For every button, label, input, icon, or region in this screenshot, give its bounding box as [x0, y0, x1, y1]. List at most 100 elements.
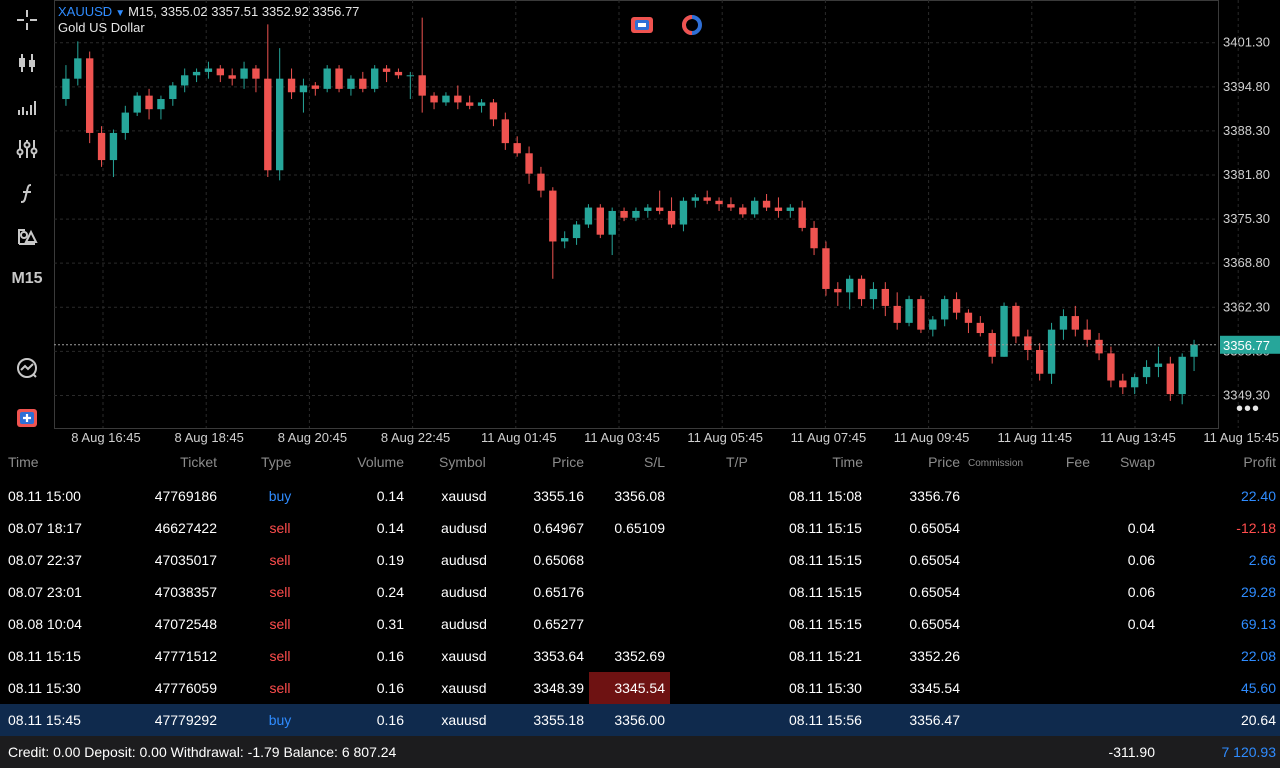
cell-ticket: 47035017 — [154, 552, 217, 568]
crosshair-icon[interactable] — [7, 4, 47, 36]
ohlc-readout: M15, 3355.02 3357.51 3352.92 3356.77 — [128, 4, 360, 19]
cell-symbol: xauusd — [441, 488, 487, 504]
candle-body — [264, 78, 272, 171]
candle-body — [454, 95, 462, 103]
table-row[interactable]: 08.11 15:45 47779292 buy 0.16 xauusd 3355.18 3… — [0, 704, 1280, 736]
table-row[interactable]: 08.07 18:17 46627422 sell 0.14 audusd 0.64967… — [0, 512, 1280, 544]
cell-ticket: 47776059 — [154, 680, 217, 696]
cell-price: 0.65277 — [533, 616, 584, 632]
cell-type: sell — [269, 616, 291, 632]
header-type: Type — [261, 454, 292, 470]
header-symbol: Symbol — [439, 454, 486, 470]
cell-close-time: 08.11 15:15 — [789, 584, 862, 600]
y-tick-label: 3381.80 — [1223, 167, 1270, 182]
more-options-icon[interactable]: ••• — [1236, 398, 1261, 420]
candle-body — [1071, 316, 1079, 330]
indicators-icon[interactable] — [7, 133, 47, 165]
function-icon[interactable] — [7, 177, 47, 209]
candle-body — [679, 200, 688, 225]
cell-time: 08.07 23:01 — [8, 584, 82, 600]
table-row[interactable]: 08.11 15:00 47769186 buy 0.14 xauusd 3355.16 3… — [0, 480, 1280, 512]
cell-profit: 29.28 — [1240, 584, 1276, 600]
cell-ticket: 47771512 — [154, 648, 217, 664]
table-row[interactable]: 08.11 15:15 47771512 sell 0.16 xauusd 3353.64… — [0, 640, 1280, 672]
candle-body — [1047, 329, 1056, 374]
cell-time: 08.08 10:04 — [8, 616, 82, 632]
cell-close-time: 08.11 15:08 — [789, 488, 862, 504]
header-sl: S/L — [643, 454, 665, 470]
candle-body — [964, 312, 973, 323]
candle-body — [917, 299, 925, 330]
cell-time: 08.11 15:00 — [8, 488, 81, 504]
candle-body — [299, 85, 308, 93]
current-price-badge — [1220, 335, 1280, 354]
depth-of-market-icon[interactable] — [680, 15, 704, 35]
x-tick-label: 8 Aug 22:45 — [381, 430, 450, 445]
table-row[interactable]: 08.07 23:01 47038357 sell 0.24 audusd 0.65176… — [0, 576, 1280, 608]
cell-ticket: 47072548 — [154, 616, 217, 632]
header-volume: Volume — [357, 454, 404, 470]
table-row[interactable]: 08.11 15:30 47776059 sell 0.16 xauusd 3348.39… — [0, 672, 1280, 704]
cell-type: sell — [269, 648, 291, 664]
candle-body — [1131, 377, 1139, 388]
x-tick-label: 8 Aug 16:45 — [71, 430, 140, 445]
header-commission: Commission — [968, 458, 1024, 469]
new-order-icon[interactable] — [7, 402, 47, 434]
header-profit: Profit — [1243, 454, 1276, 470]
candle-body — [644, 207, 652, 211]
candle-body — [109, 132, 118, 161]
candle-body — [1166, 363, 1174, 395]
chart-area[interactable]: 3401.30 3394.80 3388.30 3381.80 3375.30 3368.… — [54, 0, 1280, 450]
candle-body — [608, 210, 616, 235]
candle-body — [739, 207, 747, 215]
symbol-selector[interactable]: XAUUSD — [58, 4, 113, 19]
cell-price: 0.64967 — [533, 520, 584, 536]
y-tick-label: 3394.80 — [1223, 79, 1270, 94]
x-tick-label: 8 Aug 18:45 — [174, 430, 243, 445]
volume-bars-icon[interactable] — [7, 90, 47, 122]
cell-volume: 0.16 — [376, 712, 404, 728]
cell-sl: 3356.00 — [614, 712, 665, 728]
objects-icon[interactable] — [7, 220, 47, 252]
price-chart[interactable]: 3401.30 3394.80 3388.30 3381.80 3375.30 3368.… — [54, 0, 1280, 450]
timeframe-button[interactable]: M15 — [7, 263, 47, 295]
candle-body — [216, 68, 224, 76]
candle-body — [228, 75, 236, 79]
candle-body — [846, 278, 854, 293]
candlestick-icon[interactable] — [7, 47, 47, 79]
candle-body — [549, 190, 557, 242]
chevron-down-icon[interactable]: ▼ — [115, 8, 126, 19]
candle-body — [1059, 316, 1068, 330]
candle-body — [133, 95, 141, 113]
header-time: Time — [8, 454, 39, 470]
candle-body — [667, 210, 676, 225]
candle-body — [418, 75, 426, 96]
account-summary-bar: Credit: 0.00 Deposit: 0.00 Withdrawal: -… — [0, 736, 1280, 768]
header-ticket: Ticket — [180, 454, 217, 470]
cell-close-time: 08.11 15:15 — [789, 520, 862, 536]
cell-close-time: 08.11 15:15 — [789, 552, 862, 568]
candle-body — [430, 95, 438, 103]
candle-body — [584, 207, 593, 225]
candle-body — [287, 78, 296, 93]
candle-body — [466, 102, 474, 106]
candle-body — [1178, 356, 1186, 395]
table-row[interactable]: 08.07 22:37 47035017 sell 0.19 audusd 0.65068… — [0, 544, 1280, 576]
candle-body — [347, 78, 355, 89]
candle-body — [204, 68, 213, 72]
one-click-trading-icon[interactable] — [630, 15, 654, 35]
trade-chart-icon[interactable] — [7, 352, 47, 384]
header-swap: Swap — [1119, 454, 1155, 470]
chart-symbol-line: XAUUSD ▼ M15, 3355.02 3357.51 3352.92 3356… — [58, 4, 359, 19]
x-tick-label: 8 Aug 20:45 — [278, 430, 347, 445]
table-row[interactable]: 08.08 10:04 47072548 sell 0.31 audusd 0.65277… — [0, 608, 1280, 640]
cell-type: buy — [268, 712, 292, 728]
profit-total: 7 120.93 — [1221, 744, 1277, 760]
x-tick-label: 11 Aug 03:45 — [584, 430, 660, 445]
y-tick-label: 3362.30 — [1223, 299, 1270, 314]
candle-body — [691, 197, 699, 201]
candle-body — [74, 58, 82, 79]
cell-close-price: 3352.26 — [909, 648, 960, 664]
candle-body — [525, 153, 533, 174]
candle-body — [572, 224, 581, 239]
